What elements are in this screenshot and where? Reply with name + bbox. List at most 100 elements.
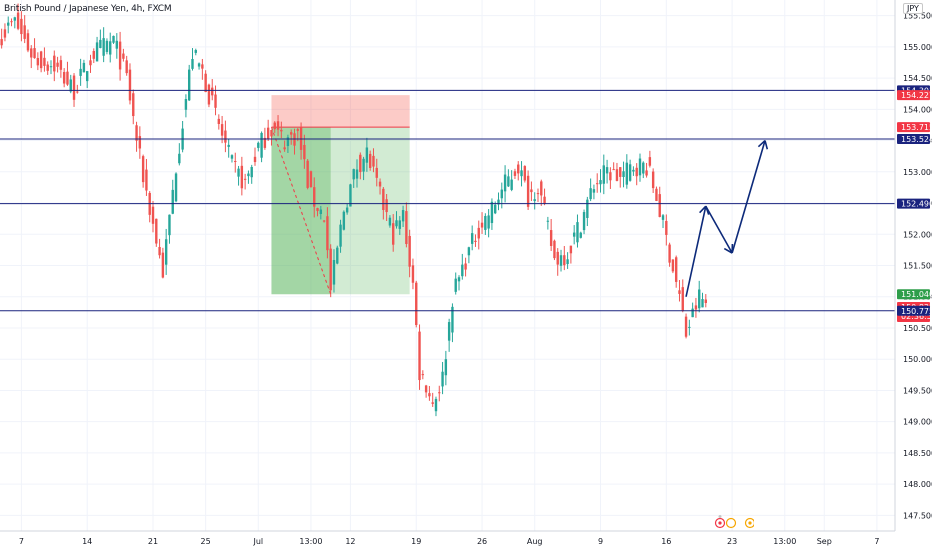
candle[interactable] — [576, 222, 579, 243]
candle[interactable] — [112, 35, 115, 43]
candle[interactable] — [704, 299, 707, 303]
candle[interactable] — [280, 129, 283, 132]
candle[interactable] — [457, 277, 461, 282]
candle[interactable] — [694, 305, 698, 310]
candle[interactable] — [428, 393, 431, 397]
candle[interactable] — [85, 71, 89, 82]
candle[interactable] — [240, 165, 244, 189]
price-axis[interactable]: 155.500155.000154.500154.000153.500153.0… — [894, 0, 932, 550]
candle[interactable] — [513, 171, 517, 176]
candle[interactable] — [53, 55, 56, 72]
candle[interactable] — [688, 326, 691, 328]
candle[interactable] — [290, 132, 293, 135]
candle[interactable] — [158, 247, 161, 256]
candle[interactable] — [99, 39, 102, 49]
candle[interactable] — [507, 176, 510, 187]
candle[interactable] — [415, 282, 418, 326]
candle[interactable] — [494, 204, 497, 214]
candle[interactable] — [701, 299, 704, 308]
candle[interactable] — [243, 178, 247, 180]
candle[interactable] — [388, 217, 392, 226]
candle[interactable] — [375, 167, 378, 178]
candle[interactable] — [105, 40, 109, 52]
candle[interactable] — [454, 278, 457, 292]
candle[interactable] — [230, 155, 234, 159]
price-tag[interactable]: 153.524 — [897, 134, 932, 145]
candle[interactable] — [313, 187, 316, 207]
candle[interactable] — [451, 306, 454, 333]
candle[interactable] — [270, 129, 273, 137]
candle[interactable] — [642, 162, 645, 174]
candle[interactable] — [322, 220, 326, 222]
candle[interactable] — [266, 127, 270, 140]
candle[interactable] — [408, 235, 411, 267]
candle[interactable] — [56, 62, 59, 67]
candle[interactable] — [309, 171, 313, 187]
candle[interactable] — [253, 156, 257, 163]
candle[interactable] — [668, 244, 671, 263]
candle[interactable] — [441, 371, 444, 387]
candle[interactable] — [632, 169, 635, 172]
candle[interactable] — [549, 230, 553, 246]
candle[interactable] — [497, 199, 500, 205]
candle[interactable] — [510, 179, 513, 190]
candle[interactable] — [638, 158, 642, 176]
event-icon[interactable] — [725, 517, 737, 529]
candle[interactable] — [438, 392, 441, 394]
candle[interactable] — [609, 172, 612, 181]
candle[interactable] — [43, 57, 46, 66]
event-icons[interactable] — [714, 515, 754, 531]
candle[interactable] — [651, 171, 655, 189]
candle[interactable] — [500, 189, 503, 199]
candle[interactable] — [392, 223, 395, 245]
candle[interactable] — [470, 233, 474, 244]
candle[interactable] — [118, 41, 122, 70]
candle[interactable] — [378, 181, 382, 187]
candle[interactable] — [7, 22, 10, 26]
candle[interactable] — [480, 222, 484, 228]
candle[interactable] — [62, 72, 66, 84]
candle[interactable] — [260, 132, 263, 158]
candle[interactable] — [49, 66, 53, 68]
candle[interactable] — [582, 212, 586, 231]
candle[interactable] — [655, 188, 658, 201]
candle[interactable] — [178, 153, 181, 164]
candle[interactable] — [592, 189, 596, 193]
candle[interactable] — [72, 75, 76, 100]
candle[interactable] — [349, 184, 352, 207]
candle[interactable] — [622, 171, 625, 177]
candle[interactable] — [543, 196, 546, 204]
forecast-arrow-line[interactable] — [685, 205, 707, 297]
candle[interactable] — [487, 215, 490, 229]
forecast-arrow-line[interactable] — [731, 140, 766, 254]
candle[interactable] — [385, 199, 388, 213]
candle[interactable] — [79, 68, 82, 76]
forecast-arrow-line[interactable] — [705, 205, 733, 254]
candle[interactable] — [523, 166, 527, 181]
candle[interactable] — [635, 167, 638, 177]
candle[interactable] — [102, 38, 105, 56]
candle[interactable] — [33, 48, 36, 59]
candle[interactable] — [359, 154, 362, 173]
candle[interactable] — [46, 64, 49, 71]
candle[interactable] — [401, 210, 405, 222]
price-tag[interactable]: 150.775 — [897, 305, 932, 316]
candle[interactable] — [128, 69, 132, 101]
candle[interactable] — [352, 169, 355, 180]
candle[interactable] — [283, 147, 286, 150]
candle[interactable] — [599, 180, 602, 185]
candle[interactable] — [66, 71, 69, 85]
candle[interactable] — [503, 174, 507, 192]
candle[interactable] — [201, 64, 204, 69]
candle[interactable] — [36, 58, 40, 66]
candle[interactable] — [26, 33, 30, 51]
candle[interactable] — [461, 264, 464, 277]
candle[interactable] — [681, 287, 684, 311]
candle[interactable] — [132, 93, 135, 117]
candle[interactable] — [329, 248, 332, 291]
candle[interactable] — [145, 169, 148, 191]
candle[interactable] — [684, 316, 688, 337]
candle[interactable] — [526, 175, 530, 207]
candle[interactable] — [368, 153, 372, 168]
